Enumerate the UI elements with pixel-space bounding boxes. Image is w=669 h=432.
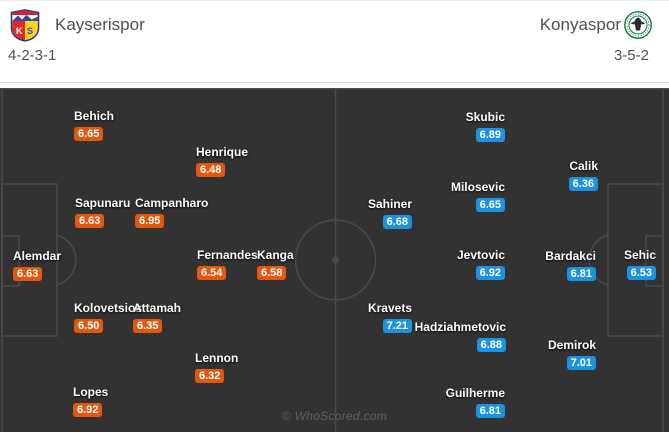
player-rating-badge: 6.65 — [475, 198, 505, 212]
home-player[interactable]: Alemdar 6.63 — [13, 250, 61, 282]
player-rating-badge: 7.01 — [566, 356, 596, 370]
player-rating-badge: 6.48 — [196, 163, 226, 177]
player-rating-badge: 6.63 — [75, 214, 105, 228]
player-rating-badge: 6.89 — [475, 128, 505, 142]
player-name: Bardakci — [545, 249, 596, 263]
home-player[interactable]: Fernandes 6.54 — [197, 249, 258, 281]
player-rating-badge: 6.81 — [566, 267, 596, 281]
player-name: Henrique — [196, 145, 249, 159]
player-name: Behich — [74, 109, 115, 123]
player-rating-badge: 6.92 — [73, 403, 103, 417]
player-name: Kolovetsios — [74, 301, 143, 315]
home-player[interactable]: Sapunaru 6.63 — [75, 197, 130, 229]
watermark: © WhoScored.com — [281, 409, 388, 423]
away-player[interactable]: Sahiner 6.68 — [368, 198, 412, 230]
home-player[interactable]: Campanharo 6.95 — [135, 197, 208, 229]
home-team-name[interactable]: Kayserispor — [55, 15, 145, 34]
player-name: Sehic — [623, 248, 656, 262]
away-player[interactable]: Bardakci 6.81 — [545, 250, 596, 282]
player-rating-badge: 6.50 — [74, 319, 104, 333]
lineup-header: K S Kayserispor 4-2-3-1 Konyaspor 3-5-2 — [0, 1, 669, 83]
player-rating-badge: 7.21 — [382, 319, 412, 333]
away-player[interactable]: Skubic 6.89 — [466, 111, 505, 143]
player-rating-badge: 6.58 — [257, 266, 287, 280]
player-name: Kravets — [367, 301, 412, 315]
player-rating-badge: 6.32 — [195, 369, 225, 383]
svg-text:K: K — [16, 26, 23, 36]
player-name: Campanharo — [135, 196, 209, 210]
player-name: Guilherme — [445, 386, 505, 400]
player-rating-badge: 6.53 — [626, 266, 656, 280]
player-name: Milosevic — [450, 180, 505, 194]
home-player[interactable]: Kolovetsios 6.50 — [74, 302, 142, 334]
home-player[interactable]: Attamah 6.35 — [133, 302, 181, 334]
away-player[interactable]: Kravets 7.21 — [368, 302, 412, 334]
player-rating-badge: 6.36 — [568, 177, 598, 191]
home-player[interactable]: Kanga 6.58 — [257, 249, 294, 281]
player-name: Calik — [569, 159, 598, 173]
home-team-formation: 4-2-3-1 — [8, 47, 57, 64]
player-rating-badge: 6.81 — [475, 404, 505, 418]
player-rating-badge: 6.68 — [382, 215, 412, 229]
away-team-crest-icon — [624, 11, 652, 39]
home-player[interactable]: Lopes 6.92 — [73, 386, 108, 418]
away-player[interactable]: Sehic 6.53 — [624, 249, 656, 281]
player-name: Fernandes — [197, 248, 258, 262]
player-name: Lopes — [73, 385, 109, 399]
player-rating-badge: 6.95 — [135, 214, 165, 228]
player-name: Sapunaru — [75, 196, 131, 210]
player-name: Sahiner — [367, 197, 412, 211]
player-name: Lennon — [195, 351, 239, 365]
player-rating-badge: 6.63 — [13, 267, 43, 281]
away-player[interactable]: Jevtovic 6.92 — [457, 249, 505, 281]
home-player[interactable]: Lennon 6.32 — [195, 352, 238, 384]
away-player[interactable]: Calik 6.36 — [568, 159, 598, 192]
player-name: Skubic — [465, 110, 505, 124]
player-name: Jevtovic — [456, 248, 505, 262]
away-player[interactable]: Milosevic 6.65 — [451, 181, 505, 213]
player-name: Alemdar — [13, 249, 62, 263]
player-rating-badge: 6.54 — [197, 266, 227, 280]
home-player[interactable]: Henrique 6.48 — [196, 146, 248, 178]
away-player[interactable]: Hadziahmetovic 6.88 — [415, 321, 506, 353]
player-name: Attamah — [133, 301, 182, 315]
player-rating-badge: 6.92 — [475, 266, 505, 280]
player-name: Hadziahmetovic — [414, 320, 506, 334]
player-name: Demirok — [547, 338, 596, 352]
player-rating-badge: 6.35 — [133, 319, 163, 333]
player-name: Kanga — [257, 248, 294, 262]
away-player[interactable]: Demirok 7.01 — [548, 339, 596, 371]
home-player[interactable]: Behich 6.65 — [74, 110, 114, 142]
home-team-crest-icon: K S — [10, 9, 40, 42]
pitch: Behich 6.65 Henrique 6.48 Sapunaru 6.63 Campan… — [0, 88, 669, 432]
header-pitch-gap — [0, 83, 669, 88]
svg-text:S: S — [27, 26, 33, 36]
away-team-formation: 3-5-2 — [613, 47, 649, 64]
player-rating-badge: 6.65 — [74, 127, 104, 141]
away-team-name[interactable]: Konyaspor — [539, 15, 621, 34]
away-player[interactable]: Guilherme 6.81 — [446, 387, 505, 419]
pitch-markings — [0, 88, 669, 432]
player-rating-badge: 6.88 — [476, 338, 506, 352]
